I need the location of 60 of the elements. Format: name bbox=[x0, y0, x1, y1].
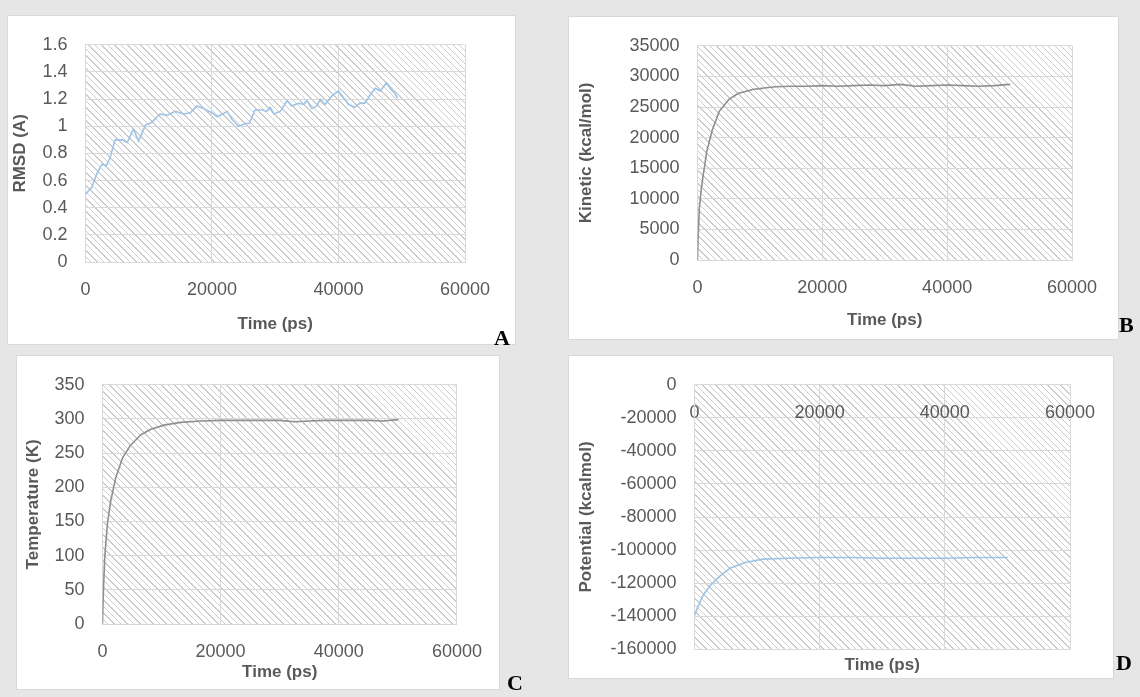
y-tick-label: 0 bbox=[669, 248, 680, 269]
y-tick-label: 50 bbox=[64, 578, 85, 599]
x-tick-label: 0 bbox=[692, 276, 703, 297]
x-tick-label: 20000 bbox=[797, 276, 848, 297]
y-tick-label: 15000 bbox=[629, 157, 680, 178]
y-tick-label: 0.4 bbox=[42, 196, 68, 217]
x-axis-title: Time (ps) bbox=[847, 310, 923, 330]
text: A bbox=[494, 325, 510, 350]
y-tick-label: -100000 bbox=[610, 539, 677, 560]
y-tick-label: 0.6 bbox=[42, 169, 68, 190]
y-tick-label: 0.2 bbox=[42, 223, 68, 244]
y-axis-title: Potential (kcalmol) bbox=[575, 441, 595, 593]
y-tick-label: -40000 bbox=[620, 439, 677, 460]
y-axis-title: Temperature (K) bbox=[22, 439, 42, 570]
x-tick-label: 40000 bbox=[919, 401, 970, 422]
x-tick-label: 40000 bbox=[922, 276, 973, 297]
text: C bbox=[507, 670, 523, 695]
y-tick-label: 0.8 bbox=[42, 142, 68, 163]
x-axis-title: Time (ps) bbox=[242, 662, 318, 682]
x-tick-label: 60000 bbox=[439, 278, 491, 299]
y-tick-label: 5000 bbox=[639, 218, 680, 239]
y-tick-label: 1.4 bbox=[42, 60, 68, 81]
y-tick-label: -20000 bbox=[620, 406, 677, 427]
y-tick-label: 10000 bbox=[629, 187, 680, 208]
y-tick-label: 20000 bbox=[629, 126, 680, 147]
x-tick-label: 20000 bbox=[195, 640, 246, 661]
x-tick-label: 60000 bbox=[1046, 276, 1098, 297]
y-tick-label: 100 bbox=[54, 544, 85, 565]
y-tick-label: 1.2 bbox=[42, 88, 68, 109]
y-tick-label: -120000 bbox=[610, 572, 677, 593]
y-tick-label: 350 bbox=[54, 373, 85, 394]
x-tick-label: 40000 bbox=[313, 640, 364, 661]
text: D bbox=[1116, 650, 1132, 675]
text: B bbox=[1119, 312, 1134, 337]
y-tick-label: -160000 bbox=[610, 638, 677, 659]
y-axis-title: RMSD (A) bbox=[9, 114, 29, 193]
y-tick-label: 1.6 bbox=[42, 33, 68, 54]
y-tick-label: 0 bbox=[74, 612, 85, 633]
y-tick-label: 250 bbox=[54, 442, 85, 463]
x-tick-label: 60000 bbox=[431, 640, 482, 661]
x-tick-label: 40000 bbox=[313, 278, 364, 299]
y-tick-label: 0 bbox=[666, 373, 677, 394]
y-tick-label: 1 bbox=[57, 115, 68, 136]
x-tick-label: 20000 bbox=[186, 278, 237, 299]
x-tick-label: 60000 bbox=[1044, 401, 1096, 422]
y-axis-title: Kinetic (kcal/mol) bbox=[575, 82, 595, 224]
y-tick-label: 300 bbox=[54, 407, 85, 428]
x-axis-title: Time (ps) bbox=[843, 655, 921, 676]
x-tick-label: 0 bbox=[97, 640, 108, 661]
y-tick-label: 30000 bbox=[629, 65, 680, 86]
y-tick-label: -80000 bbox=[620, 505, 677, 526]
x-axis-title: Time (ps) bbox=[237, 314, 313, 334]
y-tick-label: 25000 bbox=[629, 95, 680, 116]
y-tick-label: 0 bbox=[57, 250, 68, 271]
y-tick-label: -140000 bbox=[610, 605, 677, 626]
x-tick-label: 20000 bbox=[794, 401, 845, 422]
y-tick-label: -60000 bbox=[620, 472, 677, 493]
y-tick-label: 35000 bbox=[629, 34, 680, 55]
y-tick-label: 200 bbox=[54, 476, 85, 497]
y-tick-label: 150 bbox=[54, 510, 85, 531]
